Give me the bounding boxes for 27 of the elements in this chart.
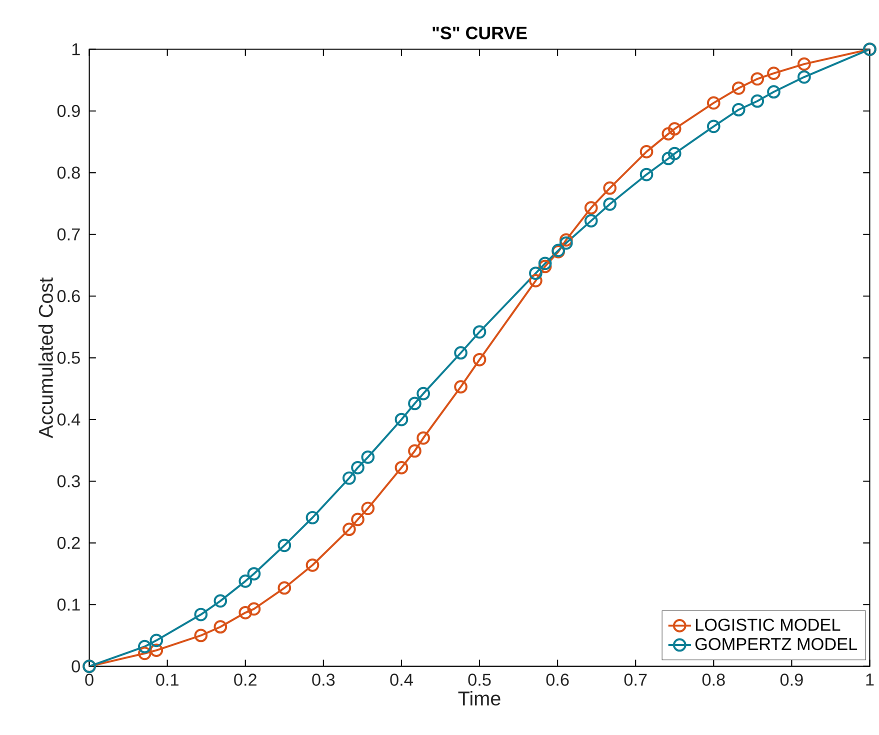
- y-tick-label: 0: [72, 660, 80, 672]
- x-tick-label: 1: [866, 674, 874, 686]
- x-axis-title: Time: [458, 690, 500, 706]
- x-tick-label: 0.4: [390, 674, 413, 686]
- y-tick-label: 0.1: [57, 598, 80, 611]
- y-axis-title: Accumulated Cost: [38, 277, 53, 438]
- y-tick-label: 1: [72, 43, 80, 56]
- chart-title: "S" CURVE: [432, 26, 527, 40]
- x-tick-label: 0.8: [702, 674, 725, 686]
- x-tick-label: 0.2: [234, 674, 256, 686]
- y-tick-label: 0.7: [57, 228, 80, 240]
- y-tick-label: 0.8: [57, 166, 80, 179]
- x-tick-label: 0.1: [156, 674, 178, 686]
- legend-label: GOMPERTZ MODEL: [695, 638, 858, 650]
- y-tick-label: 0.9: [57, 104, 80, 117]
- y-tick-label: 0.2: [57, 536, 80, 549]
- x-tick-label: 0.5: [468, 674, 491, 686]
- y-tick-label: 0.4: [57, 413, 80, 426]
- y-tick-label: 0.5: [57, 352, 80, 364]
- x-tick-label: 0: [85, 674, 94, 686]
- x-tick-label: 0.6: [546, 674, 569, 686]
- legend-label: LOGISTIC MODEL: [696, 618, 840, 631]
- y-tick-label: 0.6: [57, 290, 80, 302]
- x-tick-label: 0.3: [312, 674, 335, 686]
- x-tick-label: 0.7: [624, 674, 647, 686]
- x-tick-label: 0.9: [780, 674, 803, 686]
- y-tick-label: 0.3: [57, 475, 80, 488]
